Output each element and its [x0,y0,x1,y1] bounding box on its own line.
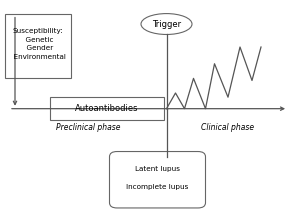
Text: Trigger: Trigger [152,19,181,29]
Text: Clinical phase: Clinical phase [201,123,254,132]
Text: Latent lupus

Incomplete lupus: Latent lupus Incomplete lupus [126,166,189,190]
FancyBboxPatch shape [4,14,70,78]
Text: Preclinical phase: Preclinical phase [56,123,120,132]
Text: Autoantibodies: Autoantibodies [75,104,138,113]
FancyBboxPatch shape [50,97,164,120]
Text: Susceptibility:
  Genetic
  Gender
  Environmental: Susceptibility: Genetic Gender Environme… [9,28,66,60]
FancyBboxPatch shape [110,152,206,208]
Ellipse shape [141,14,192,34]
